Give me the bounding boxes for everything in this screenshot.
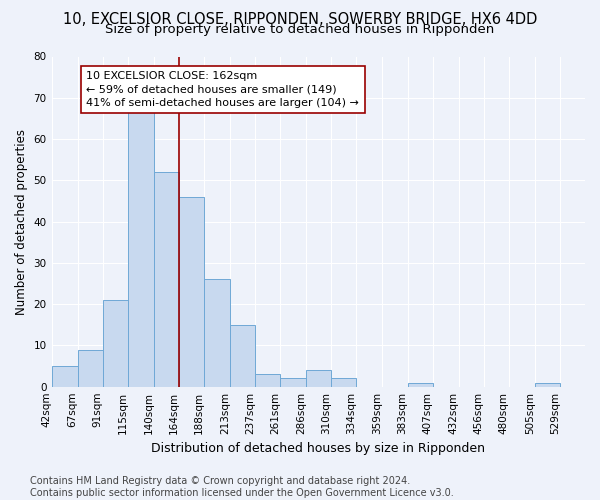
Text: Contains HM Land Registry data © Crown copyright and database right 2024.
Contai: Contains HM Land Registry data © Crown c… (30, 476, 454, 498)
Text: Size of property relative to detached houses in Ripponden: Size of property relative to detached ho… (106, 22, 494, 36)
Bar (230, 325, 255, 386)
Bar (154, 172, 179, 386)
Bar (255, 374, 280, 386)
Y-axis label: Number of detached properties: Number of detached properties (15, 128, 28, 314)
X-axis label: Distribution of detached houses by size in Ripponden: Distribution of detached houses by size … (151, 442, 485, 455)
Bar (280, 378, 306, 386)
Bar (52, 366, 77, 386)
Bar (103, 300, 128, 386)
Text: 10 EXCELSIOR CLOSE: 162sqm
← 59% of detached houses are smaller (149)
41% of sem: 10 EXCELSIOR CLOSE: 162sqm ← 59% of deta… (86, 72, 359, 108)
Bar (535, 382, 560, 386)
Bar (407, 382, 433, 386)
Text: 10, EXCELSIOR CLOSE, RIPPONDEN, SOWERBY BRIDGE, HX6 4DD: 10, EXCELSIOR CLOSE, RIPPONDEN, SOWERBY … (63, 12, 537, 28)
Bar (331, 378, 356, 386)
Bar (204, 280, 230, 386)
Bar (77, 350, 103, 387)
Bar (179, 197, 204, 386)
Bar (128, 110, 154, 386)
Bar (306, 370, 331, 386)
